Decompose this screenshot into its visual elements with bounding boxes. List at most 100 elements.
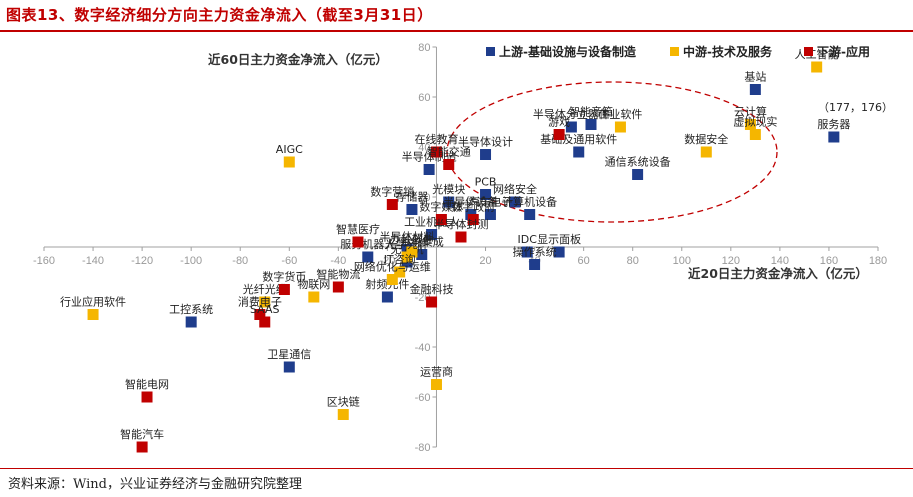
data-label: 半导体制造 xyxy=(402,150,457,164)
data-point xyxy=(632,169,644,180)
data-point xyxy=(423,164,435,175)
data-label: 汽车电子 xyxy=(468,195,512,209)
x-tick-label: 140 xyxy=(771,255,789,267)
data-point xyxy=(283,361,295,373)
data-point xyxy=(283,156,295,168)
data-point xyxy=(700,146,712,158)
data-label: 智能物流 xyxy=(316,267,360,281)
data-label: SAAS xyxy=(250,303,280,316)
source-rule xyxy=(0,468,913,469)
data-label: 在线教育 xyxy=(414,132,458,146)
data-point xyxy=(573,146,585,158)
data-label: 网络优化与运维 xyxy=(354,260,431,274)
data-point xyxy=(430,379,442,390)
x-tick-label: -120 xyxy=(131,255,153,267)
x-tick-label: 120 xyxy=(722,255,740,267)
data-point xyxy=(553,246,565,258)
data-point xyxy=(811,61,823,73)
data-label: AIGC xyxy=(276,143,303,156)
data-point xyxy=(332,281,344,293)
x-tick-label: 180 xyxy=(869,255,887,267)
data-label: 智能音箱 xyxy=(569,105,613,119)
data-point xyxy=(406,204,418,215)
data-point xyxy=(394,266,406,278)
data-point xyxy=(401,251,413,263)
data-label: 智慧医疗 xyxy=(336,222,380,236)
legend-swatch xyxy=(804,47,813,56)
y-tick-label: -40 xyxy=(415,342,431,354)
data-point xyxy=(509,196,521,208)
x-tick-label: 80 xyxy=(627,255,639,267)
data-point xyxy=(443,196,455,208)
data-point xyxy=(136,441,148,453)
x-tick-label: -20 xyxy=(379,255,395,267)
data-point xyxy=(259,316,271,328)
data-label: IT咨询 xyxy=(384,252,416,266)
data-label: 半导体设备 xyxy=(443,195,498,209)
y-axis-label: 近60日主力资金净流入（亿元） xyxy=(208,52,388,67)
data-label: 计算机设备 xyxy=(502,195,557,209)
data-point xyxy=(185,316,197,328)
data-point xyxy=(254,309,266,320)
title-rule xyxy=(0,30,913,32)
legend-swatch xyxy=(670,47,679,56)
data-point xyxy=(480,149,492,160)
data-point xyxy=(87,309,99,320)
legend-entry: 中游-技术及服务 xyxy=(683,44,773,59)
data-label: 半导体设计 xyxy=(458,135,513,149)
data-label: 半导体封测 xyxy=(434,217,489,231)
data-label: 显示面板 xyxy=(537,232,581,246)
x-axis-label: 近20日主力资金净流入（亿元） xyxy=(688,266,868,281)
data-label: 系统集成 xyxy=(400,235,444,249)
data-label: 光学元件 xyxy=(385,237,429,251)
data-point xyxy=(308,291,320,303)
x-tick-label: -60 xyxy=(281,255,297,267)
legend: 上游-基础设施与设备制造 中游-技术及服务 下游-应用 xyxy=(486,44,870,59)
data-point xyxy=(259,296,271,308)
y-tick-label: 40 xyxy=(418,142,430,154)
source-note: 资料来源：Wind，兴业证券经济与金融研究院整理 xyxy=(8,477,302,492)
data-label: 通信系统设备 xyxy=(605,155,671,169)
data-label: 办公软件 xyxy=(390,232,434,246)
data-label: 行业应用软件 xyxy=(60,295,126,309)
data-label: 数字营销 xyxy=(370,185,414,199)
data-point xyxy=(362,251,374,263)
data-label: 网络安全 xyxy=(493,182,537,196)
data-point xyxy=(352,236,364,248)
data-point xyxy=(278,284,290,295)
data-label: 工业软件 xyxy=(598,107,642,121)
ai-value-annotation: （177，176） xyxy=(818,101,893,114)
scatter-chart: -160 -140 -120 -100 -80 -60 -40 -20 20 40 60 80 100 1… xyxy=(33,42,893,454)
data-label: 云计算 xyxy=(734,105,767,119)
data-label: 运营商 xyxy=(420,365,453,379)
data-label: 金融科技 xyxy=(410,282,454,296)
data-point xyxy=(467,214,479,225)
data-label: 虚拟现实 xyxy=(733,115,777,129)
data-point xyxy=(430,146,442,158)
x-tick-label: -160 xyxy=(33,255,55,267)
x-tick-label: -100 xyxy=(180,255,202,267)
data-label: 服务器 xyxy=(817,118,850,131)
data-label: 消费电子 xyxy=(238,295,282,309)
data-label: PCB xyxy=(475,176,497,189)
data-point xyxy=(484,209,496,220)
data-point xyxy=(553,129,565,140)
y-tick-label: 60 xyxy=(418,92,430,104)
data-point xyxy=(141,391,153,403)
data-point xyxy=(565,121,577,133)
data-label: 数字媒体 xyxy=(419,200,463,214)
data-label: 基础及通用软件 xyxy=(540,132,617,146)
data-point xyxy=(416,249,428,260)
y-tick-label: 80 xyxy=(418,42,430,54)
data-point xyxy=(749,129,761,140)
x-tick-label: -140 xyxy=(82,255,104,267)
data-point xyxy=(443,159,455,170)
data-label: 物联网 xyxy=(297,277,330,291)
data-point xyxy=(426,296,438,308)
data-label: 存储器 xyxy=(395,190,428,204)
data-point xyxy=(337,409,349,420)
data-label: 光模块 xyxy=(432,182,465,196)
highlight-ellipse xyxy=(446,81,778,223)
x-tick-label: 160 xyxy=(820,255,838,267)
